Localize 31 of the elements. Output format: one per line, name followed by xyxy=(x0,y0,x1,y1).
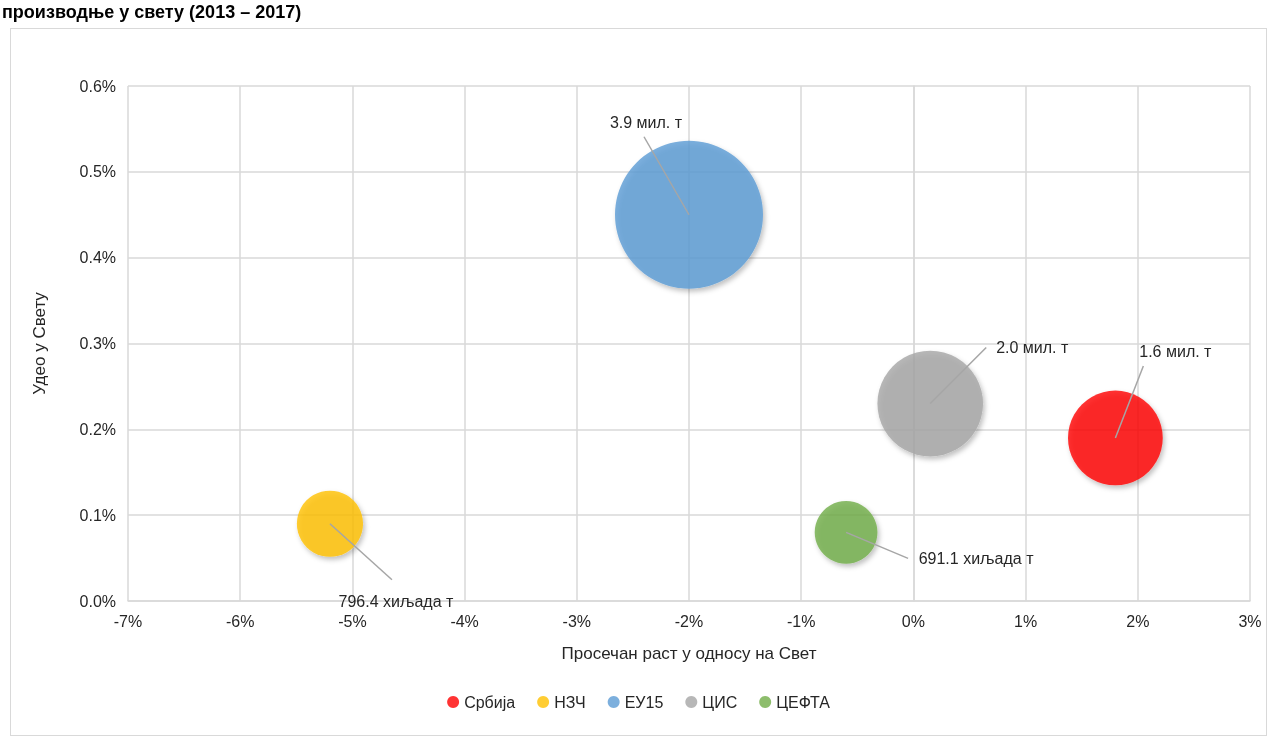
y-tick-label: 0.0% xyxy=(79,592,116,610)
legend-label: НЗЧ xyxy=(554,693,586,711)
y-tick-label: 0.1% xyxy=(79,506,116,524)
chart-title: производње у свету (2013 – 2017) xyxy=(2,2,302,23)
x-tick-label: -3% xyxy=(562,612,592,630)
legend-label: ЦИС xyxy=(702,693,738,711)
annotation: 3.9 мил. т xyxy=(609,114,683,132)
y-tick-label: 0.2% xyxy=(79,420,116,438)
x-tick-label: -5% xyxy=(338,612,367,630)
x-axis-title: Просечан раст у односу на Свет xyxy=(561,644,817,663)
x-tick-label: -2% xyxy=(674,612,704,630)
y-tick-label: 0.4% xyxy=(79,249,116,267)
y-tick-label: 0.5% xyxy=(79,163,116,181)
x-tick-label: -6% xyxy=(225,612,255,630)
y-axis-title: Удео у Свету xyxy=(30,291,49,395)
x-tick-label: -1% xyxy=(786,612,816,630)
annotation: 691.1 хиљада т xyxy=(918,549,1035,567)
legend-label: ЕУ15 xyxy=(624,693,664,711)
x-tick-label: -4% xyxy=(450,612,479,630)
annotation: 796.4 хиљада т xyxy=(338,593,455,611)
legend-label: Србија xyxy=(464,693,516,711)
x-tick-label: 0% xyxy=(901,612,925,630)
x-tick-label: 3% xyxy=(1238,612,1262,630)
y-tick-label: 0.6% xyxy=(79,77,116,95)
annotation: 2.0 мил. т xyxy=(996,339,1069,357)
legend-label: ЦЕФТА xyxy=(776,693,831,711)
x-tick-label: -7% xyxy=(113,612,143,630)
x-tick-label: 1% xyxy=(1014,612,1038,630)
x-tick-label: 2% xyxy=(1126,612,1150,630)
y-tick-label: 0.3% xyxy=(79,335,116,352)
annotation: 1.6 мил. т xyxy=(1139,343,1213,361)
